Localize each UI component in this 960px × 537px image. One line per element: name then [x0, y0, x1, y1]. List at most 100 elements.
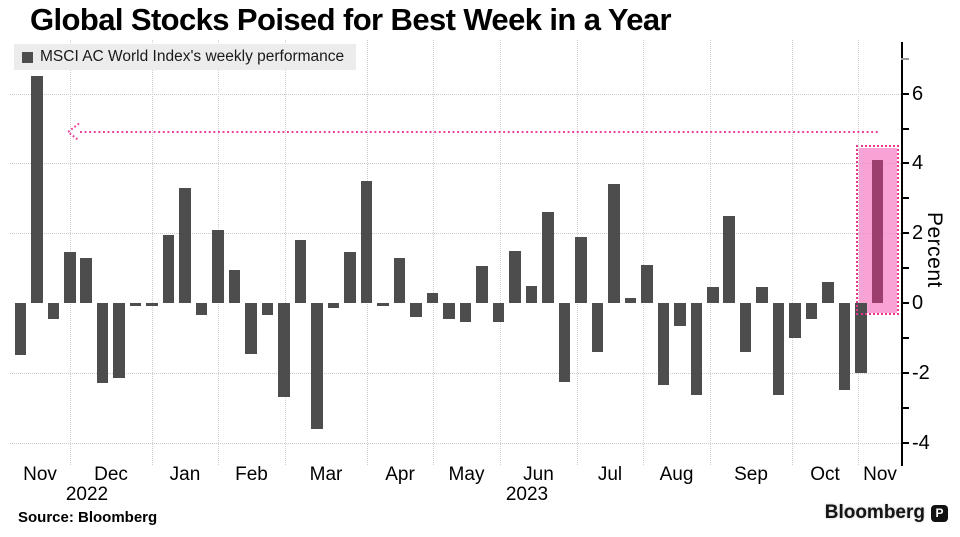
x-tick-label: Apr [385, 464, 415, 485]
v-gridline [152, 40, 153, 465]
bar [14, 303, 27, 356]
v-gridline [285, 40, 286, 465]
bar [608, 184, 620, 303]
bar [113, 303, 125, 379]
bar [245, 303, 257, 354]
bar [789, 303, 801, 338]
bar [558, 303, 571, 382]
bar-highlighted [871, 159, 884, 303]
bar [377, 303, 389, 307]
bar [179, 187, 191, 303]
bar [426, 292, 439, 303]
bar [162, 234, 175, 303]
legend-label: MSCI AC World Index's weekly performance [40, 48, 345, 65]
bar [772, 303, 785, 396]
bar [542, 212, 554, 303]
v-gridline [710, 40, 711, 465]
bar [641, 264, 653, 303]
h-gridline [10, 233, 901, 235]
bar [805, 303, 818, 319]
bar [393, 257, 406, 303]
y-axis-tick [901, 197, 909, 200]
bar [509, 250, 521, 303]
bar [146, 303, 158, 307]
y-tick-label: 4 [912, 152, 924, 175]
x-year-label: 2023 [505, 484, 549, 505]
y-tick-label: 6 [912, 82, 924, 105]
bar [261, 303, 274, 316]
bloomberg-watermark: Bloomberg P [825, 502, 948, 524]
h-gridline [10, 93, 901, 95]
bar [228, 269, 241, 303]
bar [278, 303, 290, 398]
x-tick-label: Jan [169, 464, 201, 485]
y-axis-tick [901, 127, 909, 130]
y-axis-title: Percent [923, 212, 946, 288]
v-gridline [433, 40, 434, 465]
bar [591, 303, 604, 352]
bar [575, 236, 587, 303]
x-tick-label: Aug [659, 464, 694, 485]
y-axis-tick [901, 92, 909, 95]
bloomberg-logo-icon: P [931, 504, 948, 522]
y-tick-label: 2 [912, 222, 924, 245]
bar [96, 303, 109, 384]
bar [212, 229, 224, 303]
y-axis-tick [901, 232, 909, 235]
x-tick-label: Nov [863, 464, 897, 485]
x-tick-label: Sep [734, 464, 768, 485]
v-gridline [792, 40, 793, 465]
legend: MSCI AC World Index's weekly performance [14, 44, 357, 70]
y-axis-tick [901, 336, 909, 339]
bar [739, 303, 752, 352]
source-credit: Source: Bloomberg [18, 509, 158, 526]
bar [311, 303, 323, 429]
y-axis-spine [901, 42, 903, 466]
bar [360, 180, 373, 303]
x-tick-label: Feb [235, 464, 268, 485]
bar [723, 215, 735, 303]
bar [410, 303, 422, 317]
bar [80, 257, 92, 303]
y-axis-tick [901, 302, 909, 304]
bar [756, 287, 768, 303]
y-axis-tick [901, 406, 909, 409]
bar [443, 303, 455, 319]
y-axis-tick [901, 57, 909, 60]
bar [838, 303, 851, 391]
bar [64, 252, 76, 303]
bar [855, 303, 867, 373]
x-tick-label: Jun [523, 464, 554, 485]
bar [690, 303, 703, 396]
y-tick-label: -2 [912, 361, 930, 384]
bar [47, 303, 60, 319]
highlight-box-border [856, 145, 899, 315]
bloomberg-watermark-text: Bloomberg [824, 502, 925, 523]
y-axis-tick [901, 441, 909, 444]
x-tick-label: Dec [94, 464, 128, 485]
v-gridline [643, 40, 644, 465]
h-gridline [10, 442, 901, 444]
bar [294, 240, 307, 303]
x-tick-label: Nov [23, 464, 57, 485]
y-tick-label: -4 [912, 431, 930, 454]
bar [195, 303, 208, 316]
bar [624, 297, 637, 303]
bar [459, 303, 472, 323]
x-tick-label: May [448, 464, 485, 485]
x-year-label: 2022 [65, 484, 109, 505]
bar [707, 287, 719, 303]
bar [525, 285, 538, 303]
y-axis-tick [901, 267, 909, 270]
bar [344, 252, 356, 303]
bar [327, 303, 340, 309]
bar [476, 266, 488, 303]
legend-swatch-icon [22, 51, 33, 63]
x-tick-label: Oct [810, 464, 840, 485]
bar [492, 303, 505, 323]
bar [129, 303, 142, 307]
h-gridline [10, 163, 901, 165]
chart-title: Global Stocks Poised for Best Week in a … [30, 2, 672, 37]
bar [674, 303, 686, 326]
